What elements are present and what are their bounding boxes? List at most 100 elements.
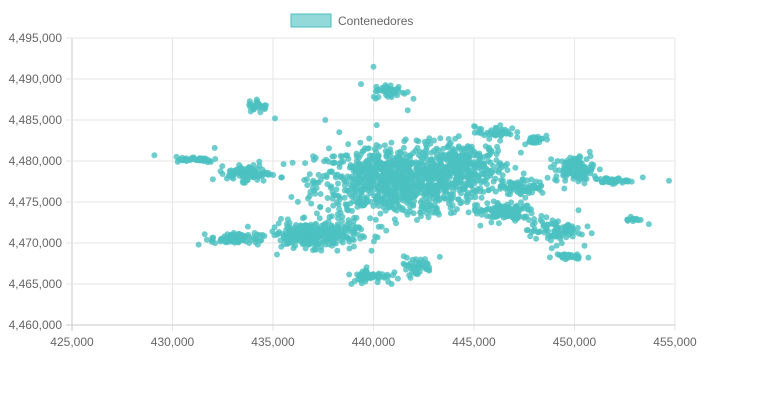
- data-point[interactable]: [375, 202, 382, 209]
- data-point[interactable]: [471, 129, 478, 136]
- data-point[interactable]: [358, 192, 365, 199]
- data-point[interactable]: [497, 206, 504, 213]
- data-point[interactable]: [552, 176, 559, 183]
- data-point[interactable]: [372, 216, 379, 223]
- data-point[interactable]: [441, 195, 448, 202]
- data-point[interactable]: [394, 155, 401, 162]
- data-point[interactable]: [544, 174, 551, 181]
- data-point[interactable]: [556, 252, 563, 259]
- data-point[interactable]: [190, 156, 197, 162]
- data-point[interactable]: [379, 271, 386, 278]
- data-point[interactable]: [394, 275, 401, 282]
- data-point[interactable]: [388, 170, 395, 177]
- data-point[interactable]: [240, 179, 247, 186]
- data-point[interactable]: [440, 145, 447, 152]
- data-point[interactable]: [322, 220, 329, 227]
- data-point[interactable]: [353, 224, 360, 231]
- data-point[interactable]: [472, 194, 479, 201]
- data-point[interactable]: [306, 171, 313, 178]
- data-point[interactable]: [234, 166, 241, 172]
- data-point[interactable]: [495, 169, 502, 176]
- data-point[interactable]: [536, 139, 543, 146]
- data-point[interactable]: [453, 180, 460, 187]
- data-point[interactable]: [463, 191, 470, 198]
- data-point[interactable]: [303, 176, 310, 183]
- data-point[interactable]: [370, 203, 377, 209]
- data-point[interactable]: [174, 158, 181, 165]
- data-point[interactable]: [334, 223, 341, 230]
- data-point[interactable]: [271, 224, 278, 231]
- data-point[interactable]: [363, 173, 370, 180]
- data-point[interactable]: [452, 166, 459, 173]
- legend-swatch[interactable]: [290, 13, 332, 28]
- data-point[interactable]: [465, 209, 472, 216]
- data-point[interactable]: [261, 169, 268, 176]
- data-point[interactable]: [246, 98, 253, 105]
- data-point[interactable]: [439, 152, 446, 159]
- data-point[interactable]: [458, 199, 465, 205]
- data-point[interactable]: [373, 122, 380, 129]
- data-point[interactable]: [258, 104, 265, 111]
- data-point[interactable]: [414, 163, 421, 170]
- data-point[interactable]: [369, 156, 376, 163]
- data-point[interactable]: [334, 171, 341, 178]
- data-point[interactable]: [322, 117, 329, 123]
- data-point[interactable]: [249, 102, 256, 109]
- data-point[interactable]: [151, 152, 158, 159]
- data-point[interactable]: [585, 254, 592, 261]
- data-point[interactable]: [339, 223, 346, 230]
- data-point[interactable]: [465, 196, 472, 203]
- data-point[interactable]: [553, 230, 560, 237]
- data-point[interactable]: [508, 187, 515, 194]
- data-point[interactable]: [483, 213, 490, 219]
- data-point[interactable]: [370, 238, 377, 245]
- data-point[interactable]: [522, 141, 529, 148]
- data-point[interactable]: [497, 122, 504, 129]
- data-point[interactable]: [370, 175, 377, 182]
- data-point[interactable]: [534, 229, 541, 236]
- data-point[interactable]: [274, 251, 280, 258]
- data-point[interactable]: [412, 183, 419, 190]
- data-point[interactable]: [392, 194, 398, 201]
- data-point[interactable]: [437, 135, 444, 142]
- data-point[interactable]: [355, 160, 362, 167]
- data-point[interactable]: [245, 231, 252, 238]
- data-point[interactable]: [378, 180, 384, 187]
- data-point[interactable]: [422, 205, 429, 212]
- data-point[interactable]: [317, 191, 324, 197]
- data-point[interactable]: [575, 255, 582, 262]
- data-point[interactable]: [334, 247, 341, 254]
- data-point[interactable]: [373, 142, 380, 148]
- data-point[interactable]: [284, 223, 291, 230]
- data-point[interactable]: [212, 156, 219, 162]
- data-point[interactable]: [354, 166, 361, 172]
- data-point[interactable]: [350, 163, 357, 170]
- data-point[interactable]: [292, 242, 299, 249]
- data-point[interactable]: [173, 153, 180, 160]
- data-point[interactable]: [514, 129, 521, 136]
- data-point[interactable]: [433, 190, 440, 197]
- data-point[interactable]: [330, 202, 337, 209]
- data-point[interactable]: [374, 192, 381, 199]
- data-point[interactable]: [335, 192, 342, 199]
- data-point[interactable]: [437, 179, 444, 186]
- data-point[interactable]: [442, 188, 449, 195]
- data-point[interactable]: [418, 154, 425, 161]
- data-point[interactable]: [363, 264, 370, 271]
- data-point[interactable]: [346, 271, 353, 278]
- data-point[interactable]: [296, 238, 303, 244]
- data-point[interactable]: [574, 225, 581, 231]
- data-point[interactable]: [436, 253, 443, 260]
- data-point[interactable]: [403, 158, 410, 165]
- data-point[interactable]: [358, 280, 365, 287]
- data-point[interactable]: [486, 135, 493, 142]
- data-point[interactable]: [481, 132, 488, 139]
- data-point[interactable]: [520, 203, 527, 210]
- data-point[interactable]: [424, 260, 431, 267]
- data-point[interactable]: [490, 163, 497, 170]
- data-point[interactable]: [275, 220, 282, 227]
- data-point[interactable]: [417, 183, 424, 189]
- data-point[interactable]: [488, 219, 495, 226]
- data-point[interactable]: [374, 279, 381, 286]
- data-point[interactable]: [278, 215, 284, 222]
